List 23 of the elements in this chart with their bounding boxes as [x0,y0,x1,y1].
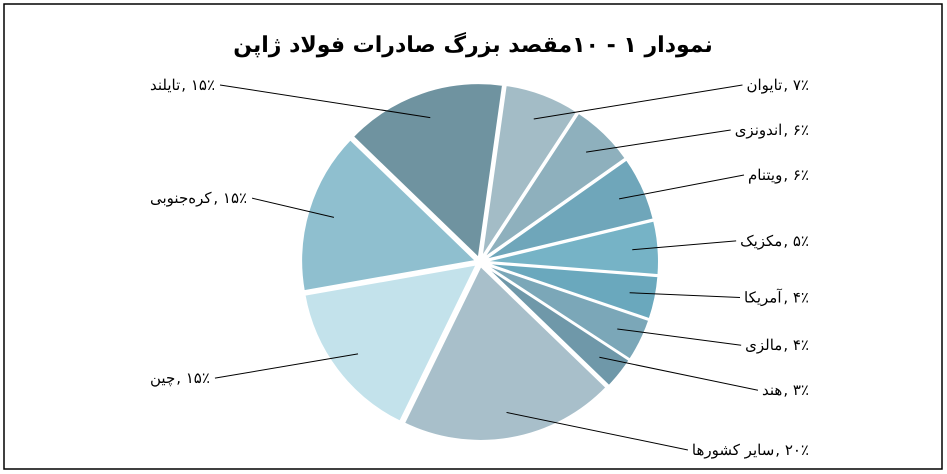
data-label: , ۷٪ [783,76,809,94]
data-label: , ۱۵٪ [181,76,216,94]
data-label: , ۵٪ [783,232,809,250]
data-label: , ۳٪ [783,381,809,400]
chart-title: نمودار ۱ - ۱۰مقصد بزرگ صادرات فولاد ژاپن [233,31,713,58]
data-label: , ۶٪ [783,121,809,139]
slice-label: چین [150,369,176,388]
slice-label: تایوان [746,76,782,94]
slice-label: اندونزی [734,121,782,139]
slice-label: آمریکا [744,287,782,306]
slice-label: سایر کشورها [692,441,774,459]
slice-label: ویتنام [748,166,782,184]
data-label: , ۲۰٪ [775,441,809,459]
slice-label: مالزی [745,336,782,354]
data-label: , ۱۵٪ [176,369,210,388]
data-label: , ۱۵٪ [213,189,248,208]
data-label: , ۴٪ [783,288,809,306]
slice-label: مکزیک [740,232,782,250]
slice-label: کره‌جنوبی [150,189,212,208]
slice-label: تایلند [150,76,180,94]
slice-label: هند [762,381,782,400]
data-label: , ۴٪ [783,336,809,354]
data-label: , ۶٪ [783,166,809,184]
